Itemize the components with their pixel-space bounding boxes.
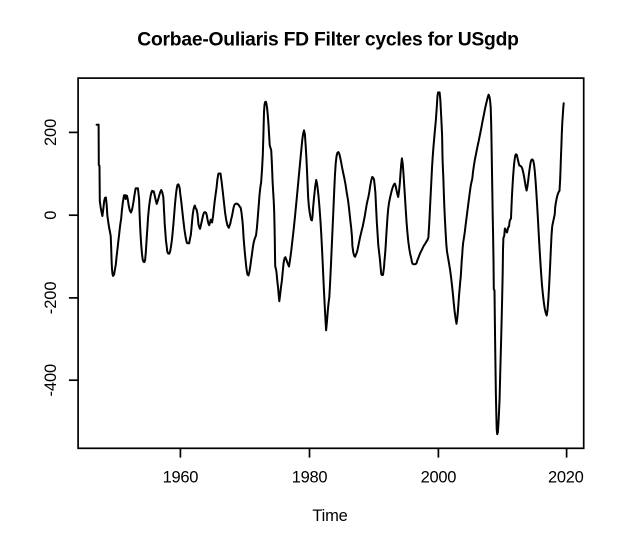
svg-text:-200: -200 — [42, 282, 60, 315]
svg-text:Time: Time — [312, 507, 347, 525]
svg-text:200: 200 — [42, 119, 60, 146]
svg-text:Corbae-Ouliaris FD Filter cycl: Corbae-Ouliaris FD Filter cycles for USg… — [137, 30, 518, 51]
svg-text:0: 0 — [42, 211, 60, 220]
svg-text:-400: -400 — [42, 364, 60, 397]
svg-text:1960: 1960 — [163, 469, 199, 487]
svg-text:1980: 1980 — [292, 469, 328, 487]
svg-text:2020: 2020 — [548, 469, 584, 487]
svg-text:2000: 2000 — [421, 469, 457, 487]
